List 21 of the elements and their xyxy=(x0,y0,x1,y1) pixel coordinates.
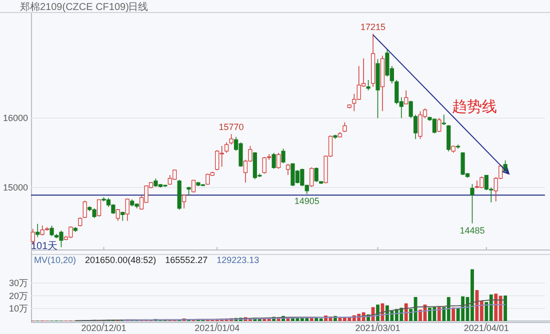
text: 129223.13 xyxy=(216,255,260,265)
y-tick-label: 15000 xyxy=(2,182,28,193)
annotation: 14905 xyxy=(294,196,320,206)
chart-title: 郑棉2109(CZCE CF109) xyxy=(20,1,129,13)
annotation: 17215 xyxy=(360,22,386,32)
text: 201650.00(48:52) xyxy=(85,255,156,265)
annotation: 101天 xyxy=(31,241,58,252)
text: MV(10,20) xyxy=(34,255,76,265)
y-tick-label: 20万 xyxy=(8,290,28,301)
x-tick-label: 2021/01/04 xyxy=(194,323,240,333)
series-label: 趋势线 xyxy=(452,98,497,116)
annotation: 14485 xyxy=(460,225,485,236)
y-tick-label: 16000 xyxy=(2,113,28,124)
x-tick-label: 2021/04/01 xyxy=(464,323,509,333)
annotation: 15770 xyxy=(218,122,244,132)
text: 165552.27 xyxy=(165,255,208,265)
x-tick-label: 2021/03/01 xyxy=(355,323,400,333)
y-tick-label: 10万 xyxy=(8,303,28,314)
x-tick-label: 2020/12/01 xyxy=(81,323,126,333)
y-tick-label: 30万 xyxy=(8,278,28,288)
chart-subtitle: 日线 xyxy=(128,1,148,13)
